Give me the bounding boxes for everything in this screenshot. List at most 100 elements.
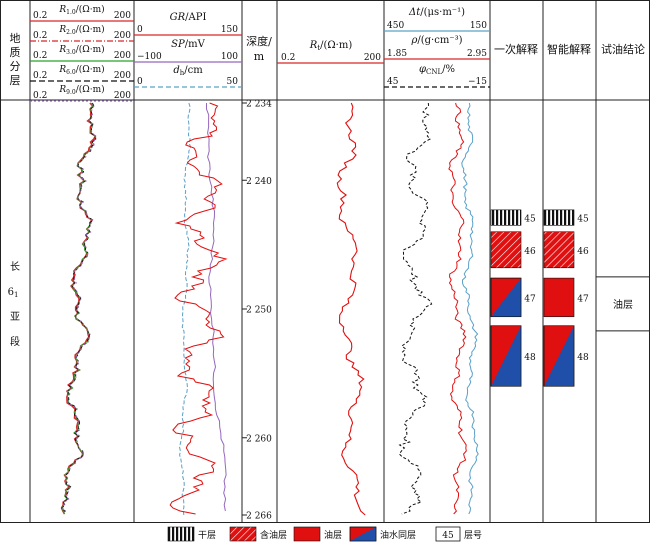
svg-text:2.95: 2.95 [467, 49, 487, 59]
oil-bearing-layer-block [543, 231, 575, 269]
svg-text:φCNL/%: φCNL/% [419, 64, 455, 76]
svg-text:深度/: 深度/ [246, 34, 272, 48]
svg-text:Rt/(Ω·m): Rt/(Ω·m) [309, 40, 353, 52]
conclusion-header: 试油结论 [601, 42, 645, 56]
resistivity-curve [61, 102, 97, 515]
porosity-header: Δt/(μs·m⁻¹) 450 150 ρ/(g·cm⁻³) 1.85 2.95… [384, 7, 490, 88]
svg-text:450: 450 [387, 21, 404, 31]
rt-curve [336, 102, 366, 516]
depth-tick-label: 2 260 [246, 434, 272, 444]
density-curve [448, 102, 467, 515]
depth-tick-label: 2 250 [246, 306, 272, 316]
resist-curve-name: R2.0/(Ω·m) [58, 24, 104, 36]
legend-label: 油层 [324, 529, 342, 541]
svg-text:0: 0 [137, 77, 143, 87]
resist-max: 200 [114, 11, 131, 21]
caliper-curve [178, 102, 192, 516]
svg-text:−15: −15 [468, 77, 487, 87]
layer-number: 48 [524, 353, 536, 363]
oil-layer-block [293, 526, 321, 542]
svg-text:61: 61 [8, 287, 19, 299]
rt-header: Rt/(Ω·m) 0.2 200 [277, 40, 384, 64]
layer-number: 47 [577, 294, 589, 304]
strat-header: 地 质 分 层 [10, 32, 21, 87]
layer-number: 46 [577, 247, 589, 257]
ac-curve [461, 102, 479, 515]
resist-curve-name: R9.0/(Ω·m) [58, 84, 104, 96]
resist-max: 200 [114, 31, 131, 41]
svg-text:150: 150 [221, 25, 238, 35]
svg-text:150: 150 [470, 21, 487, 31]
resist-max: 200 [114, 71, 131, 81]
svg-text:45: 45 [387, 77, 399, 87]
resist-min: 0.2 [33, 31, 47, 41]
dry-layer-block [167, 526, 195, 542]
oil-bearing-layer-block [229, 526, 257, 542]
svg-text:质: 质 [10, 46, 21, 59]
legend-number-box [435, 526, 461, 542]
svg-text:ρ/(g·cm⁻³): ρ/(g·cm⁻³) [410, 35, 462, 46]
legend-number: 45 [442, 531, 454, 541]
interp1-column: 45 46 47 48 [490, 209, 536, 387]
log-curves [60, 102, 479, 516]
svg-text:长: 长 [10, 261, 20, 273]
depth-tick-label: 2 234 [246, 100, 272, 110]
svg-text:dh/cm: dh/cm [173, 65, 203, 77]
legend-label: 干层 [198, 530, 216, 541]
svg-text:GR/API: GR/API [170, 12, 207, 23]
svg-text:地: 地 [10, 32, 21, 45]
layer-number: 48 [577, 353, 589, 363]
gr-curve [169, 102, 228, 515]
resist-min: 0.2 [33, 51, 47, 61]
resist-max: 200 [114, 51, 131, 61]
svg-text:亚: 亚 [10, 312, 20, 323]
gr-sp-dh-header: GR/API 0 150 SP/mV −100 100 dh/cm 0 50 [134, 12, 242, 88]
svg-text:m: m [254, 50, 265, 63]
depth-axis: 2 234 2 240 2 250 2 260 2 266 [242, 100, 272, 522]
interp2-header: 智能解释 [547, 42, 591, 56]
resist-curve-name: R1.0/(Ω·m) [58, 4, 104, 16]
svg-text:Δt/(μs·m⁻¹): Δt/(μs·m⁻¹) [408, 7, 465, 18]
depth-tick-label: 2 240 [246, 177, 272, 187]
interp1-header: 一次解释 [494, 42, 538, 56]
legend-label: 油水同层 [380, 529, 416, 541]
depth-header: 深度/ m [246, 34, 272, 63]
svg-text:层: 层 [10, 74, 21, 87]
conclusion-text: 油层 [613, 298, 633, 311]
svg-text:50: 50 [227, 77, 239, 87]
resist-min: 0.2 [33, 11, 47, 21]
water-fill [491, 325, 521, 387]
layer-number: 47 [524, 294, 536, 304]
resistivity-curve [61, 102, 97, 515]
interp2-column: 45 46 47 48 [543, 209, 589, 387]
resistivity-curve [62, 102, 97, 515]
svg-text:1.85: 1.85 [387, 49, 407, 59]
oil-bearing-layer-block [490, 231, 522, 269]
water-fill [491, 278, 521, 317]
layer-number: 46 [524, 247, 536, 257]
svg-text:SP/mV: SP/mV [171, 39, 205, 50]
oil-layer-block [543, 277, 575, 318]
svg-text:100: 100 [221, 52, 238, 62]
conclusion-column: 油层 [596, 276, 650, 332]
resist-min: 0.2 [33, 71, 47, 81]
svg-text:段: 段 [10, 335, 20, 348]
water-fill [544, 325, 574, 387]
layer-number: 45 [524, 215, 536, 225]
dry-layer-block [543, 209, 575, 226]
strat-unit-label: 长 61 亚 段 [8, 261, 20, 348]
svg-text:分: 分 [10, 60, 21, 73]
svg-text:200: 200 [364, 53, 381, 63]
resist-curve-name: R3.0/(Ω·m) [58, 44, 104, 56]
sp-curve [206, 103, 227, 512]
depth-tick-label: 2 266 [246, 512, 272, 522]
resist-curve-name: R6.0/(Ω·m) [58, 64, 104, 76]
legend: 干层 含油层 油层 油水同层 45 层号 [167, 526, 482, 542]
resist-min: 0.2 [33, 91, 47, 101]
layer-number: 45 [577, 215, 589, 225]
svg-text:0: 0 [137, 25, 143, 35]
legend-label: 含油层 [260, 529, 287, 541]
water-fill [350, 527, 376, 541]
dry-layer-block [490, 209, 522, 226]
